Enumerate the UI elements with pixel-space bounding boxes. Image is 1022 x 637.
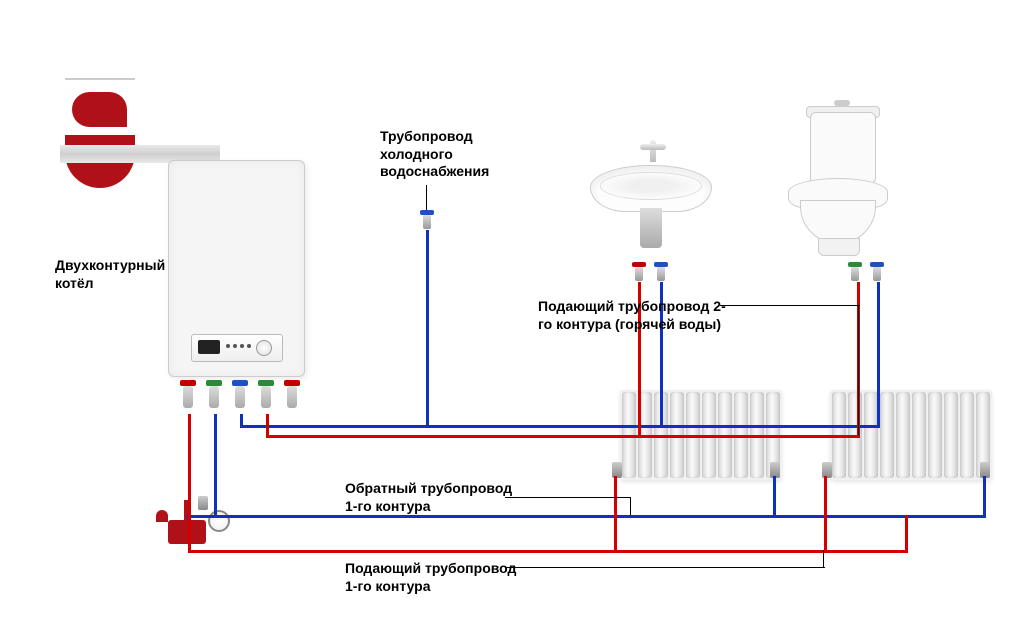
boiler-knob <box>256 340 272 356</box>
pipe-dhw-from-boiler <box>266 414 269 435</box>
boiler-valve-2 <box>206 380 222 414</box>
pipe-cold-drop <box>426 230 429 425</box>
leader-dhw-v <box>858 305 859 435</box>
sink-bowl <box>600 172 702 200</box>
cold-inlet-valve <box>420 210 434 230</box>
boiler-valve-4 <box>258 380 274 414</box>
label-return-circuit1: Обратный трубопровод 1-го контура <box>345 480 512 515</box>
toilet-tank <box>810 112 876 184</box>
sink-hot-valve <box>632 262 646 282</box>
safety-group-body <box>168 520 206 544</box>
boiler-valve-5 <box>284 380 300 414</box>
boiler <box>168 160 305 377</box>
safety-airvent <box>198 496 208 510</box>
pipe-return-rad1 <box>773 476 776 517</box>
sink-cold-valve <box>654 262 668 282</box>
pipe-dhw-main <box>266 435 860 438</box>
boiler-display <box>198 340 220 354</box>
sink-drain <box>640 208 662 248</box>
leader-cold <box>426 185 427 210</box>
pipe-supply-end <box>905 515 908 553</box>
pipe-supply-from-boiler <box>188 414 191 550</box>
sink-faucet <box>640 140 666 168</box>
flue-vent-swirl <box>72 92 127 127</box>
leader-return-v <box>630 497 631 515</box>
boiler-valve-1 <box>180 380 196 414</box>
diagram-stage: Двухконтурный котёл Трубопровод холодног… <box>0 0 1022 637</box>
pipe-return-from-boiler <box>214 414 217 515</box>
toilet-valve-b <box>870 262 884 282</box>
toilet-valve-a <box>848 262 862 282</box>
leader-supply-h <box>505 567 825 568</box>
label-supply-circuit1: Подающий трубопровод 1-го контура <box>345 560 516 595</box>
leader-return-h <box>505 497 630 498</box>
pipe-cold-to-boiler <box>240 414 243 427</box>
pressure-gauge <box>208 510 230 532</box>
label-boiler: Двухконтурный котёл <box>55 257 165 292</box>
leader-supply-v <box>823 550 824 567</box>
safety-expansion <box>156 510 168 522</box>
pipe-return-main <box>187 515 986 518</box>
pipe-return-rad2 <box>983 476 986 517</box>
boiler-valve-3 <box>232 380 248 414</box>
pipe-cold-main <box>240 425 880 428</box>
pipe-supply-rad2 <box>824 476 827 552</box>
label-hot-circuit2: Подающий трубопровод 2- го контура (горя… <box>538 298 726 333</box>
boiler-control-panel <box>191 334 283 362</box>
label-cold-pipe: Трубопровод холодного водоснабжения <box>380 128 489 181</box>
pipe-supply-rad1 <box>614 476 617 552</box>
leader-dhw-h <box>720 305 860 306</box>
boiler-indicators <box>226 344 251 348</box>
pipe-cold-to-toilet <box>877 282 880 425</box>
pipe-supply-main <box>188 550 908 553</box>
toilet-base <box>818 238 860 256</box>
